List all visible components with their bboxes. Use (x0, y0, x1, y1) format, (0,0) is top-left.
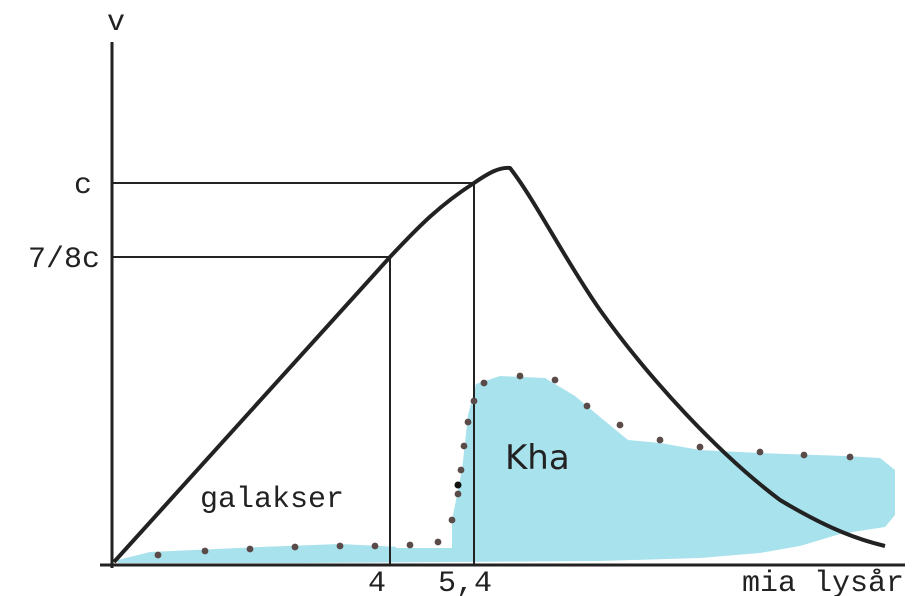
boundary-dot (448, 516, 456, 524)
boundary-dot (406, 541, 414, 549)
boundary-dot (516, 372, 524, 380)
boundary-dot (583, 402, 591, 410)
x-tick-4: 4 (368, 567, 386, 596)
region-notch (396, 510, 452, 548)
boundary-dot (154, 551, 162, 559)
dotted-boundary (154, 372, 854, 559)
boundary-dot (756, 448, 764, 456)
boundary-dot (480, 379, 488, 387)
x-axis-label: mia lysår (742, 567, 904, 596)
boundary-dot (460, 442, 468, 450)
y-tick-seven-eighths-c: 7/8c (28, 243, 100, 277)
boundary-dot (464, 418, 472, 426)
x-tick-5-4: 5,4 (438, 567, 492, 596)
boundary-dot (336, 542, 344, 550)
boundary-dot (800, 451, 808, 459)
boundary-dot (696, 443, 704, 451)
kha-label: Kha (505, 438, 570, 478)
boundary-dot (246, 545, 254, 553)
kha-region (118, 376, 895, 563)
boundary-dot (457, 466, 465, 474)
boundary-dot (291, 543, 299, 551)
y-axis-label: v (107, 6, 125, 40)
boundary-dot (551, 376, 559, 384)
galaxies-label: galakser (200, 483, 344, 517)
boundary-dot (454, 490, 462, 498)
boundary-dot (201, 547, 209, 555)
velocity-curve (112, 165, 886, 564)
boundary-dot (371, 542, 379, 550)
boundary-dot (656, 436, 664, 444)
y-tick-c: c (74, 169, 92, 203)
boundary-dot (470, 397, 478, 405)
marker-dot (454, 481, 462, 489)
boundary-dot (434, 538, 442, 546)
boundary-dot (846, 453, 854, 461)
boundary-dot (616, 421, 624, 429)
